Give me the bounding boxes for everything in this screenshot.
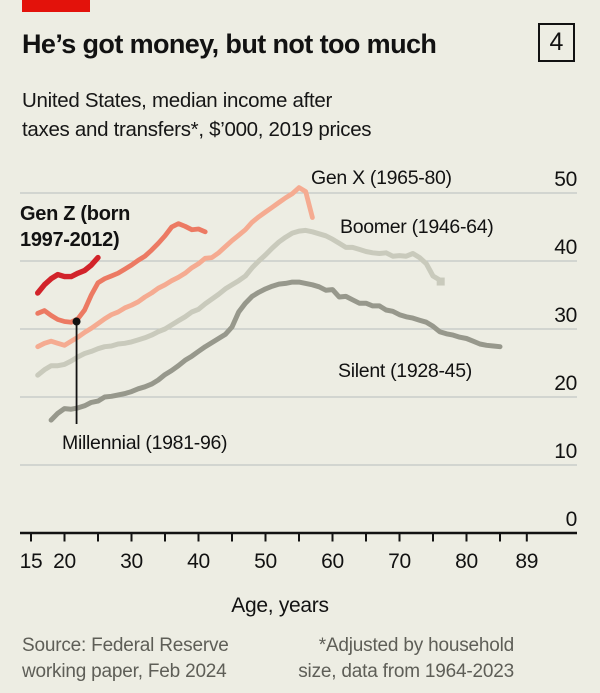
- annotation-dot: [72, 317, 81, 326]
- y-tick-label-30: 30: [554, 304, 577, 327]
- footnote: *Adjusted by household size, data from 1…: [298, 633, 514, 685]
- series-label-gen_x: Gen X (1965-80): [311, 167, 452, 189]
- series-label-gen_z-line-1: Gen Z (born: [20, 203, 130, 225]
- footnote-line-1: *Adjusted by household: [318, 635, 514, 656]
- footnote-line-2: size, data from 1964-2023: [298, 661, 514, 682]
- series-label-silent: Silent (1928-45): [338, 360, 472, 382]
- source-line-2: working paper, Feb 2024: [22, 661, 227, 682]
- x-tick-label-20: 20: [53, 550, 76, 573]
- series-line-silent: [48, 279, 503, 423]
- brand-tag: [22, 0, 90, 12]
- series-line-millennial: [35, 221, 208, 325]
- subtitle-line-1: United States, median income after: [22, 89, 332, 112]
- y-tick-label-20: 20: [554, 372, 577, 395]
- issue-number: 4: [549, 28, 564, 56]
- y-tick-label-40: 40: [554, 236, 577, 259]
- series-end-marker-boomer: [436, 277, 445, 286]
- x-tick-label-89: 89: [515, 550, 538, 573]
- x-tick-label-80: 80: [455, 550, 478, 573]
- x-tick-label-60: 60: [321, 550, 344, 573]
- y-tick-label-10: 10: [554, 440, 577, 463]
- source-note: Source: Federal Reserve working paper, F…: [22, 633, 229, 685]
- chart-subtitle: United States, median income after taxes…: [22, 86, 372, 144]
- x-tick-label-30: 30: [120, 550, 143, 573]
- subtitle-line-2: taxes and transfers*, $’000, 2019 prices: [22, 118, 372, 141]
- series-line-gen_x: [35, 185, 315, 350]
- page-title: He’s got money, but not too much: [22, 29, 437, 59]
- issue-number-box: 4: [538, 23, 575, 62]
- y-tick-label-50: 50: [554, 168, 577, 191]
- series-label-boomer: Boomer (1946-64): [340, 216, 493, 238]
- x-tick-label-70: 70: [388, 550, 411, 573]
- series-line-boomer: [35, 227, 443, 378]
- x-tick-label-40: 40: [187, 550, 210, 573]
- series-label-millennial: Millennial (1981-96): [62, 432, 227, 454]
- source-line-1: Source: Federal Reserve: [22, 635, 229, 656]
- x-tick-label-15: 15: [20, 550, 43, 573]
- x-axis-title: Age, years: [231, 594, 328, 617]
- y-tick-label-0: 0: [566, 508, 577, 531]
- series-line-gen_z: [35, 254, 101, 296]
- series-label-gen_z-line-2: 1997-2012): [20, 229, 119, 251]
- x-tick-label-50: 50: [254, 550, 277, 573]
